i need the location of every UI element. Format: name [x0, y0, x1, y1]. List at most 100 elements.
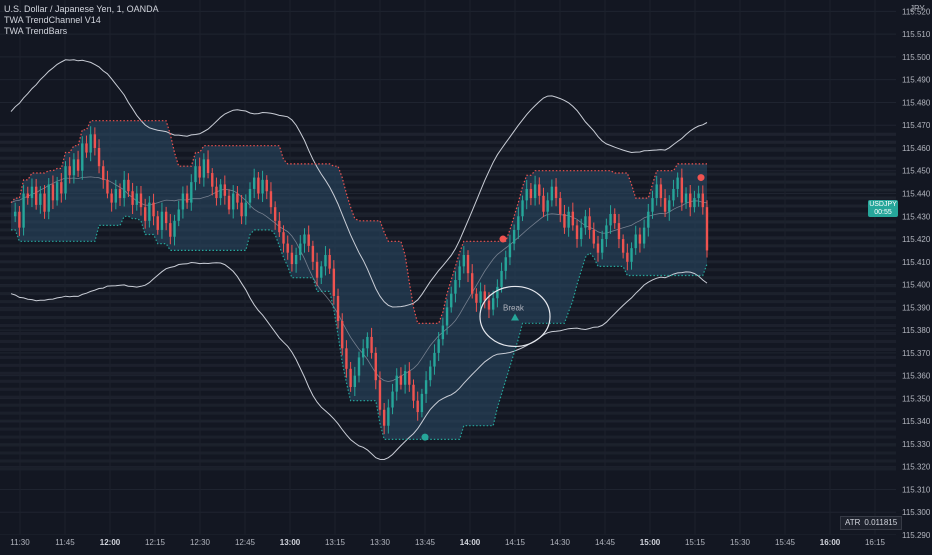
- candle-body: [559, 198, 562, 214]
- candle-body: [420, 393, 424, 413]
- profile-band: [0, 196, 896, 200]
- atr-indicator[interactable]: ATR 0.011815: [840, 516, 903, 530]
- price-tick-label: 115.390: [902, 303, 931, 312]
- time-tick-label: 14:00: [460, 538, 481, 547]
- profile-band: [0, 443, 896, 447]
- candle-body: [13, 211, 17, 217]
- candle-body: [697, 193, 700, 199]
- candle-body: [450, 293, 453, 308]
- candle-body: [198, 166, 201, 178]
- candle-body: [563, 214, 566, 228]
- candle-body: [554, 186, 558, 199]
- candle-body: [689, 193, 692, 208]
- candle-body: [382, 409, 386, 426]
- candle-body: [617, 223, 621, 240]
- candle-body: [475, 293, 478, 303]
- price-tag-symbol: USDJPY: [869, 201, 897, 208]
- price-tick-label: 115.360: [902, 372, 931, 381]
- candle-body: [307, 234, 310, 246]
- candle-body: [328, 254, 331, 269]
- candle-body: [299, 243, 302, 255]
- candle-body: [458, 266, 461, 281]
- candle-body: [156, 216, 159, 230]
- candle-body: [39, 193, 42, 205]
- candle-body: [533, 184, 537, 199]
- candle-body: [93, 134, 97, 148]
- grid: [0, 10, 896, 536]
- candle-body: [605, 225, 608, 240]
- swing-low-marker: [421, 433, 429, 441]
- price-tick-label: 115.320: [902, 463, 931, 472]
- candle-body: [219, 184, 222, 199]
- candle-body: [269, 191, 273, 208]
- candle-body: [471, 273, 474, 294]
- candle-body: [412, 384, 415, 401]
- candle-body: [320, 266, 323, 278]
- price-tick-label: 115.520: [902, 7, 931, 16]
- candle-body: [399, 375, 403, 385]
- candle-body: [403, 371, 407, 385]
- candle-body: [487, 300, 491, 310]
- candle-body: [684, 193, 688, 203]
- price-tick-label: 115.480: [902, 98, 931, 107]
- profile-band: [0, 284, 896, 288]
- candle-body: [232, 193, 235, 210]
- time-axis-labels: 11:30 11:45 12:00 12:15 12:30 12:45 13:00 13:15…: [0, 535, 896, 550]
- price-tick-label: 115.430: [902, 212, 931, 221]
- time-tick-label: 13:00: [280, 538, 301, 547]
- break-label: Break: [503, 303, 525, 312]
- candle-body: [152, 202, 155, 217]
- atr-label: ATR: [845, 518, 861, 527]
- time-tick-label: 15:15: [685, 538, 706, 547]
- candle-body: [81, 143, 84, 171]
- price-tick-label: 115.470: [902, 121, 931, 130]
- indicator-trendbars[interactable]: TWA TrendBars: [4, 26, 68, 36]
- profile-band: [0, 228, 896, 232]
- candle-body: [97, 147, 101, 167]
- time-tick-label: 14:15: [505, 538, 526, 547]
- envelope-mid: [10, 176, 708, 382]
- candle-body: [521, 200, 524, 217]
- price-tag-countdown: 00:55: [874, 209, 892, 216]
- candle-body: [273, 207, 277, 221]
- candle-body: [655, 184, 658, 199]
- resistance-line: [10, 120, 707, 324]
- price-tick-label: 115.300: [902, 508, 931, 517]
- candle-body: [454, 280, 457, 294]
- price-tick-label: 115.340: [902, 417, 931, 426]
- time-tick-label: 12:30: [190, 538, 211, 547]
- candle-body: [613, 214, 616, 224]
- candle-body: [215, 186, 218, 199]
- indicator-trendchannel[interactable]: TWA TrendChannel V14: [4, 15, 101, 25]
- candle-body: [51, 184, 55, 201]
- profile-band: [0, 180, 896, 184]
- candle-body: [378, 380, 382, 410]
- candle-body: [127, 179, 130, 192]
- price-tick-label: 115.500: [902, 53, 931, 62]
- profile-band: [0, 236, 896, 240]
- candle-body: [336, 295, 340, 321]
- symbol-title[interactable]: U.S. Dollar / Japanese Yen, 1, OANDA: [4, 4, 159, 14]
- price-tick-label: 115.490: [902, 76, 931, 85]
- last-price-tag: USDJPY 00:55: [868, 200, 898, 217]
- candle-body: [181, 193, 185, 210]
- candle-body: [164, 211, 168, 224]
- candle-body: [332, 268, 336, 296]
- profile-band: [0, 276, 896, 280]
- candle-body: [445, 307, 449, 326]
- time-tick-label: 15:45: [775, 538, 796, 547]
- envelope-bands: [10, 59, 708, 461]
- candle-body: [701, 193, 705, 208]
- candle-body: [26, 193, 29, 199]
- candle-body: [659, 184, 663, 199]
- price-tick-label: 115.420: [902, 235, 931, 244]
- candle-body: [341, 321, 344, 349]
- candle-body: [592, 229, 595, 244]
- profile-band: [0, 132, 896, 136]
- candle-body: [194, 166, 197, 183]
- candle-body: [668, 200, 671, 212]
- profile-band: [0, 252, 896, 256]
- candle-body: [508, 243, 512, 258]
